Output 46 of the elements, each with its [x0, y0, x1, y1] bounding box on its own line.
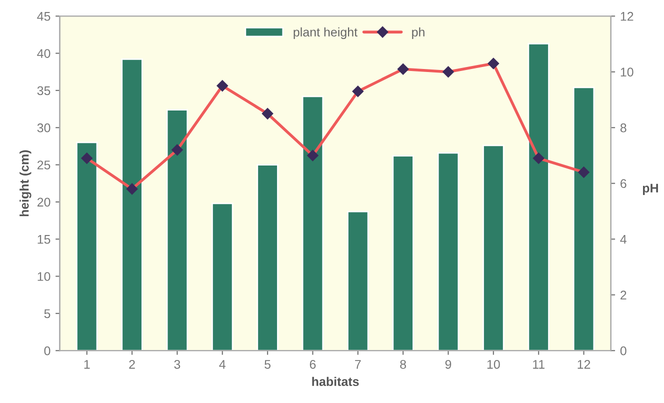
- bar: [482, 144, 504, 351]
- y2-axis-title: pH: [642, 184, 658, 196]
- bar: [121, 58, 143, 351]
- bar: [572, 86, 595, 351]
- bar: [256, 164, 278, 351]
- x-tick-label: 1: [84, 360, 90, 369]
- bar: [302, 96, 324, 351]
- x-tick-label: 12: [578, 360, 590, 369]
- y2-tick-label: 0: [620, 346, 626, 356]
- y-tick-label: 20: [37, 198, 50, 207]
- y-tick-label: 25: [37, 160, 50, 170]
- y-tick-label: 10: [38, 272, 50, 281]
- bar: [437, 152, 460, 351]
- y-tick-label: 30: [37, 123, 50, 132]
- x-tick-label: 2: [129, 360, 135, 369]
- bar: [212, 202, 234, 351]
- x-tick-label: 10: [487, 360, 500, 369]
- y2-tick-label: 12: [620, 12, 634, 21]
- bar: [76, 142, 98, 351]
- bar: [347, 210, 369, 351]
- x-tick-label: 4: [219, 360, 226, 369]
- y2-tick-label: 8: [620, 123, 626, 132]
- x-tick-label: 6: [310, 360, 316, 369]
- x-axis-title: habitats: [312, 376, 359, 386]
- y-tick-label: 5: [44, 309, 50, 318]
- x-tick-label: 8: [400, 360, 406, 369]
- y-tick-label: 40: [37, 49, 50, 58]
- bar: [166, 109, 188, 351]
- x-tick-label: 7: [355, 360, 361, 369]
- y-tick-label: 0: [44, 346, 50, 356]
- y2-tick-label: 10: [620, 68, 634, 77]
- y2-tick-label: 2: [620, 290, 626, 300]
- y2-tick-label: 6: [620, 179, 626, 188]
- x-tick-label: 5: [264, 360, 271, 369]
- y2-tick-label: 4: [620, 235, 626, 244]
- bar: [392, 155, 414, 351]
- y-tick-label: 35: [37, 86, 50, 96]
- y-tick-label: 45: [37, 12, 50, 21]
- y-axis-title: height (cm): [20, 150, 32, 216]
- x-tick-label: 9: [445, 360, 452, 369]
- legend-label: plant height: [294, 27, 358, 40]
- x-tick-label: 3: [174, 360, 180, 369]
- bar: [528, 42, 550, 351]
- x-tick-label: 11: [533, 360, 544, 369]
- y-tick-label: 15: [38, 235, 50, 244]
- legend-label: ph: [412, 27, 424, 40]
